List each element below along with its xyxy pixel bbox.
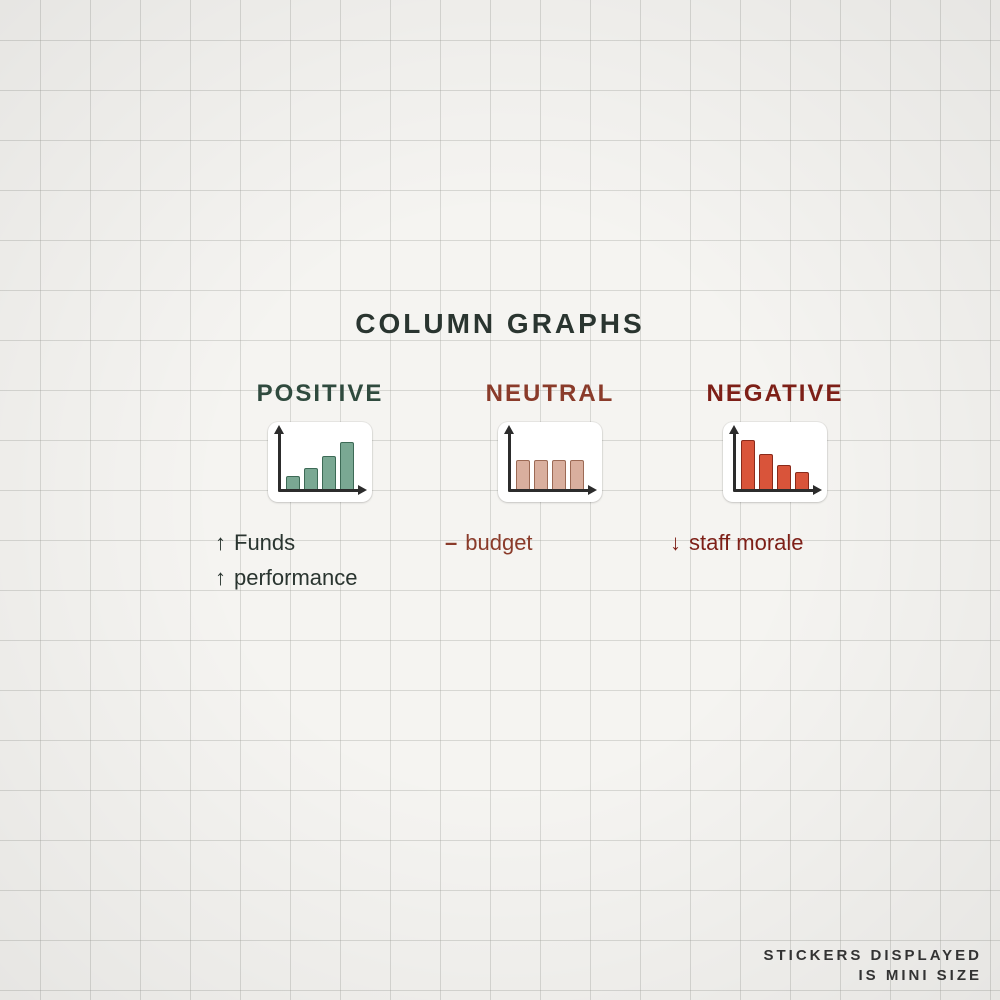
captions-neutral: –budget	[425, 525, 675, 560]
axis-y-icon	[733, 428, 736, 492]
axis-y-icon	[278, 428, 281, 492]
column-chart-neutral	[504, 428, 594, 498]
bar	[534, 460, 548, 489]
bar	[795, 472, 809, 489]
page-title: COLUMN GRAPHS	[0, 308, 1000, 340]
captions-positive: ↑Funds↑performance	[195, 525, 445, 595]
caption-text: performance	[234, 560, 358, 595]
bar	[741, 440, 755, 489]
bars-positive	[286, 442, 354, 489]
footer-line-2: IS MINI SIZE	[858, 967, 982, 984]
sticker-positive	[268, 422, 372, 502]
sticker-neutral	[498, 422, 602, 502]
captions-negative: ↓staff morale	[650, 525, 900, 560]
bar	[516, 460, 530, 489]
section-label-neutral: NEUTRAL	[425, 380, 675, 408]
caption-line: ↓staff morale	[670, 525, 900, 560]
bar	[759, 454, 773, 489]
caption-line: ↑performance	[215, 560, 445, 595]
bar	[552, 460, 566, 489]
arrow-down-icon: ↓	[670, 525, 681, 560]
caption-line: ↑Funds	[215, 525, 445, 560]
axis-x-icon	[278, 489, 364, 492]
sticker-negative	[723, 422, 827, 502]
arrow-up-icon: ↑	[215, 525, 226, 560]
caption-text: Funds	[234, 525, 295, 560]
footer-note: STICKERS DISPLAYED IS MINI SIZE	[764, 946, 982, 987]
section-label-positive: POSITIVE	[195, 380, 445, 408]
caption-line: –budget	[445, 525, 675, 560]
bars-neutral	[516, 460, 584, 489]
caption-text: budget	[465, 525, 532, 560]
dash-icon: –	[445, 525, 457, 560]
axis-x-icon	[508, 489, 594, 492]
bar	[570, 460, 584, 489]
arrow-up-icon: ↑	[215, 560, 226, 595]
bar	[304, 468, 318, 489]
section-neutral: NEUTRAL –budget	[425, 380, 675, 560]
column-chart-negative	[729, 428, 819, 498]
bar	[340, 442, 354, 489]
section-negative: NEGATIVE ↓staff morale	[650, 380, 900, 560]
axis-x-icon	[733, 489, 819, 492]
footer-line-1: STICKERS DISPLAYED	[764, 947, 982, 964]
section-label-negative: NEGATIVE	[650, 380, 900, 408]
caption-text: staff morale	[689, 525, 804, 560]
axis-y-icon	[508, 428, 511, 492]
bar	[286, 476, 300, 489]
bar	[777, 465, 791, 489]
bar	[322, 456, 336, 489]
section-positive: POSITIVE ↑Funds↑performance	[195, 380, 445, 595]
column-chart-positive	[274, 428, 364, 498]
bars-negative	[741, 440, 809, 489]
